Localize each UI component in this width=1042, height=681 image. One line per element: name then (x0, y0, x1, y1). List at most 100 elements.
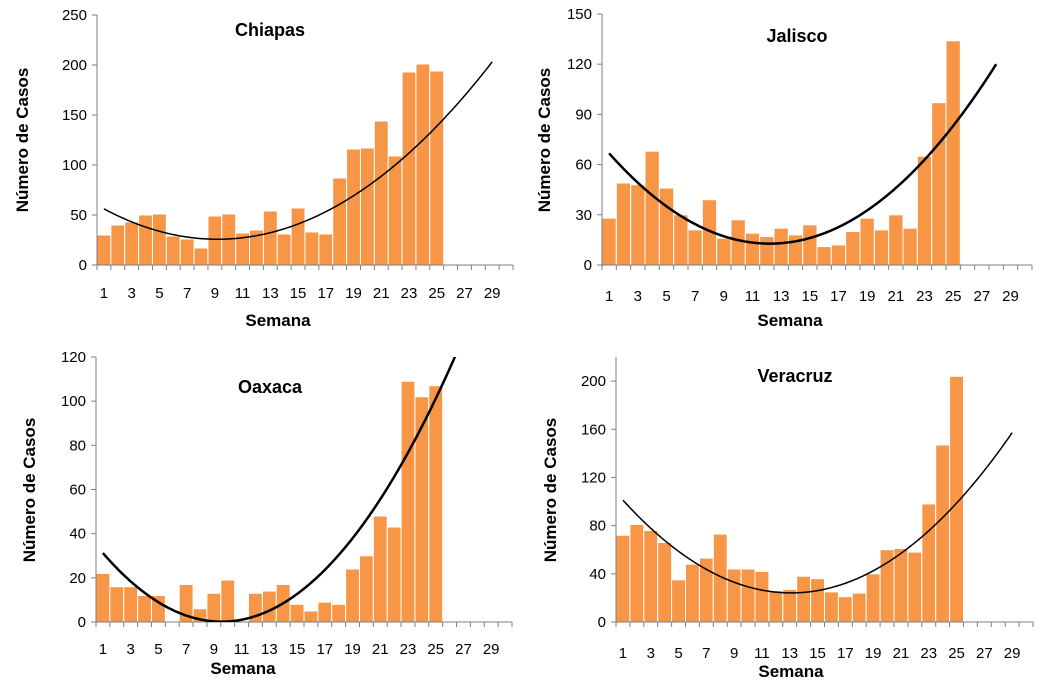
bar-week-2 (615, 182, 632, 266)
y-tick-label: 80 (589, 518, 606, 535)
bar-week-5 (671, 579, 686, 623)
chart-title: Veracruz (757, 366, 832, 386)
x-tick-label: 5 (674, 645, 682, 662)
y-tick-label: 250 (62, 7, 87, 24)
y-tick-label: 150 (567, 6, 592, 23)
x-tick-label: 23 (400, 641, 417, 658)
x-axis-title: Semana (210, 659, 276, 678)
bar-week-22 (386, 526, 402, 623)
x-tick-label: 15 (809, 645, 826, 662)
y-tick-label: 200 (62, 57, 87, 74)
x-tick-label: 3 (647, 645, 655, 662)
x-tick-label: 17 (317, 285, 334, 302)
y-tick-label: 40 (69, 526, 86, 543)
x-tick-label: 25 (948, 645, 965, 662)
y-tick-label: 100 (61, 393, 86, 410)
bar-week-21 (373, 120, 389, 266)
x-tick-label: 7 (702, 645, 710, 662)
y-tick-label: 120 (567, 56, 592, 73)
bar-week-6 (685, 563, 700, 623)
bar-week-2 (629, 523, 645, 623)
bar-week-18 (845, 231, 861, 266)
x-tick-label: 9 (211, 285, 219, 302)
bar-week-5 (658, 187, 675, 266)
y-tick-label: 60 (69, 482, 86, 499)
bar-week-17 (830, 244, 847, 266)
x-tick-label: 21 (887, 288, 904, 305)
bar-week-4 (138, 214, 153, 266)
bar-week-4 (137, 595, 152, 623)
bar-week-17 (837, 596, 853, 623)
bar-week-15 (290, 207, 306, 266)
bar-week-11 (754, 570, 770, 623)
bar-week-13 (261, 590, 277, 623)
bar-week-9 (716, 237, 732, 266)
bar-week-3 (123, 586, 139, 623)
bar-week-25 (945, 40, 961, 266)
x-tick-label: 9 (210, 641, 218, 658)
bar-week-13 (782, 588, 798, 623)
bar-week-10 (220, 579, 236, 623)
y-tick-label: 80 (69, 437, 86, 454)
y-axis-title: Número de Casos (535, 68, 554, 213)
bar-week-23 (401, 71, 417, 266)
bar-week-3 (124, 221, 140, 266)
bar-week-12 (768, 590, 784, 623)
bar-week-9 (726, 568, 742, 623)
bar-week-3 (643, 529, 659, 623)
x-tick-label: 19 (859, 288, 876, 305)
x-tick-label: 13 (781, 645, 798, 662)
x-tick-label: 23 (401, 285, 418, 302)
x-tick-label: 29 (483, 641, 500, 658)
bar-week-3 (630, 184, 646, 266)
x-tick-label: 7 (182, 641, 190, 658)
x-tick-label: 13 (262, 285, 279, 302)
bar-week-17 (317, 601, 333, 623)
x-tick-label: 19 (344, 641, 361, 658)
y-tick-label: 0 (79, 257, 87, 274)
x-tick-label: 25 (427, 641, 444, 658)
bar-week-13 (773, 227, 789, 266)
bar-week-15 (289, 603, 305, 623)
bar-week-20 (873, 229, 890, 266)
x-tick-label: 1 (619, 645, 627, 662)
x-tick-label: 13 (773, 288, 790, 305)
bar-week-19 (865, 573, 881, 623)
y-tick-label: 0 (78, 614, 86, 631)
bar-week-9 (207, 215, 223, 266)
y-tick-label: 50 (70, 207, 87, 224)
x-tick-label: 25 (945, 288, 962, 305)
bar-week-24 (931, 102, 947, 266)
x-tick-label: 7 (691, 288, 699, 305)
bar-week-22 (907, 551, 923, 623)
x-tick-label: 11 (235, 285, 251, 302)
x-tick-label: 29 (1004, 645, 1021, 662)
trend-line (101, 357, 457, 622)
x-tick-label: 21 (893, 645, 910, 662)
x-tick-label: 1 (100, 285, 108, 302)
y-tick-label: 200 (581, 373, 606, 390)
x-tick-label: 17 (837, 645, 854, 662)
bar-week-14 (276, 233, 292, 266)
x-tick-label: 15 (801, 288, 818, 305)
x-tick-label: 23 (920, 645, 937, 662)
bar-week-8 (193, 247, 209, 266)
bar-week-4 (657, 542, 673, 623)
bar-week-15 (810, 578, 825, 623)
bar-week-7 (698, 557, 714, 623)
x-tick-label: 9 (720, 288, 728, 305)
bar-week-16 (824, 591, 839, 623)
x-tick-label: 27 (456, 285, 473, 302)
bar-week-19 (346, 148, 361, 266)
x-tick-label: 11 (234, 641, 250, 658)
x-tick-label: 5 (155, 285, 163, 302)
y-tick-label: 0 (584, 257, 592, 274)
y-tick-label: 120 (581, 469, 606, 486)
chart-title: Chiapas (235, 20, 305, 40)
x-tick-label: 3 (126, 641, 134, 658)
